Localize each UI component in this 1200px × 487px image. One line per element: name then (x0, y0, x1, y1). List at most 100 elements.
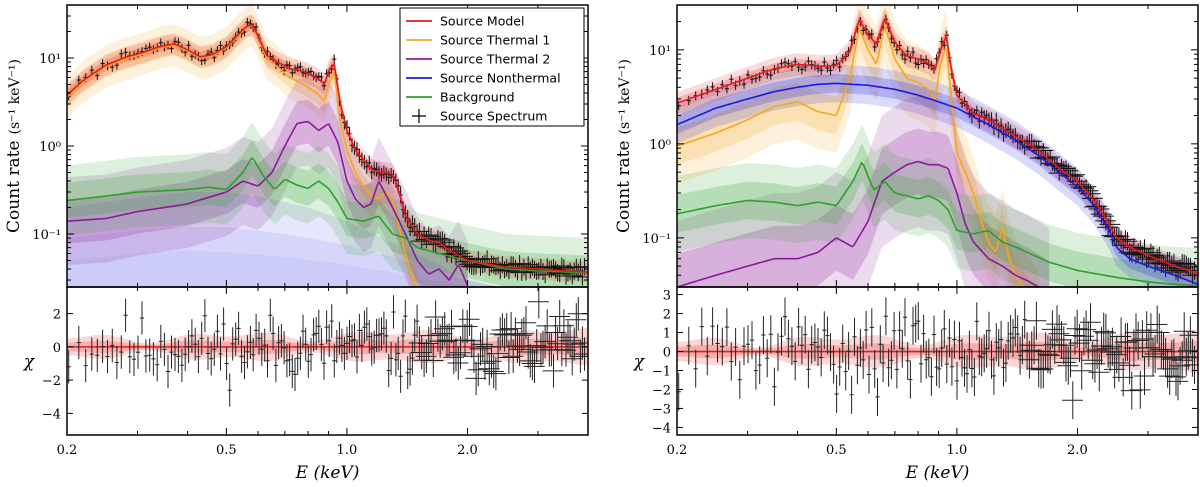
residual-point (1015, 315, 1020, 353)
line-source-thermal-1 (677, 24, 1024, 287)
residual-point (376, 318, 382, 352)
residual-point (482, 354, 504, 389)
residual-point (937, 349, 942, 388)
line-background (67, 156, 588, 274)
residual-point (233, 322, 238, 356)
residual-point (699, 307, 704, 346)
residual-point (886, 348, 891, 387)
residual-point (179, 348, 184, 382)
residual-point (786, 319, 791, 358)
residual-point (415, 304, 420, 338)
legend-label: Source Model (440, 14, 524, 29)
residual-point (298, 336, 303, 370)
spectrum-point (254, 22, 259, 32)
x-tick-label: 0.2 (57, 443, 78, 458)
residual-point (158, 324, 163, 358)
residual-point (1108, 343, 1129, 382)
residual-point (95, 338, 100, 372)
band-background-inner (67, 140, 588, 287)
residual-point (337, 321, 342, 355)
residual-point (779, 317, 784, 356)
y-axis-label-text: Count rate (4, 140, 24, 233)
residual-point (300, 314, 306, 348)
spectrum-point (218, 41, 223, 50)
residual-point (908, 360, 913, 399)
residual-point (1064, 316, 1086, 355)
residual-point (737, 360, 742, 399)
resid-tick-label: −3 (652, 402, 671, 417)
band-background-outer (677, 125, 1198, 287)
residual-point (974, 302, 979, 341)
spectrum-point (379, 168, 384, 182)
residual-point (962, 349, 967, 387)
spectrum-point (186, 40, 191, 50)
residual-axis-label: χ (633, 352, 646, 372)
residual-point (391, 295, 396, 329)
band-background-outer (67, 122, 588, 287)
residual-point (254, 313, 259, 348)
residual-point (878, 325, 883, 364)
residual-point (332, 344, 337, 378)
spectrum-point (803, 62, 808, 72)
residual-point (218, 337, 223, 371)
residual-point (573, 337, 588, 371)
residual-point (485, 357, 506, 391)
resid-tick-label: −4 (652, 421, 671, 436)
residual-point (189, 319, 194, 353)
spectrum-point (298, 62, 303, 72)
residual-point (869, 308, 874, 347)
resid-tick-label: 0 (663, 346, 671, 361)
residual-point (924, 340, 929, 379)
spectrum-point (921, 58, 926, 69)
spectrum-point (374, 162, 379, 177)
residual-point (765, 339, 770, 378)
residual-point (1148, 313, 1170, 352)
residual-point (209, 342, 214, 376)
residual-point (100, 329, 105, 364)
x-tick-label: 1.0 (337, 443, 358, 458)
residual-point (749, 321, 754, 360)
residual-point (733, 328, 738, 366)
spectrum-point (1179, 257, 1198, 277)
residual-point (1121, 371, 1142, 410)
residual-point (212, 332, 217, 366)
residual-point (372, 330, 377, 364)
spectrum-point (916, 59, 921, 70)
residual-point (342, 336, 347, 370)
residual-point (972, 358, 977, 396)
spectrum-point (834, 55, 839, 65)
y-tick-label: 10⁻¹ (642, 232, 671, 247)
residual-point (1010, 319, 1016, 357)
residual-plot-area (67, 287, 588, 407)
residual-point (905, 342, 910, 380)
residual-point (347, 319, 352, 354)
spectrum-point (1090, 205, 1112, 224)
main-plot-area (67, 5, 588, 287)
residual-point (165, 354, 171, 389)
resid-tick-label: −1 (652, 364, 671, 379)
residual-point (775, 333, 781, 372)
residual-point (897, 311, 902, 350)
residual-point (855, 346, 860, 385)
residual-plot-area (677, 297, 1198, 420)
residual-point (952, 320, 957, 359)
x-axis-label: E (keV) (905, 463, 970, 483)
spectrum-point (123, 47, 128, 57)
residual-point (199, 321, 204, 355)
residual-point (994, 323, 999, 362)
residual-point (1008, 315, 1013, 353)
band-source-thermal-2-inner (67, 99, 468, 287)
spectrum-point (819, 65, 824, 75)
spectrum-point (825, 63, 830, 73)
residual-point (1175, 337, 1197, 376)
residual-point (528, 287, 549, 319)
residual-point (147, 338, 152, 372)
spectrum-point (741, 79, 746, 89)
residual-point (768, 315, 773, 354)
residual-point (1177, 331, 1198, 370)
y-axis-unit: (s⁻¹ keV⁻¹) (7, 59, 23, 134)
residual-point (357, 313, 362, 348)
residual-point (186, 330, 191, 364)
residual-point (843, 352, 848, 391)
y-axis-label-text: Count rate (614, 140, 634, 233)
